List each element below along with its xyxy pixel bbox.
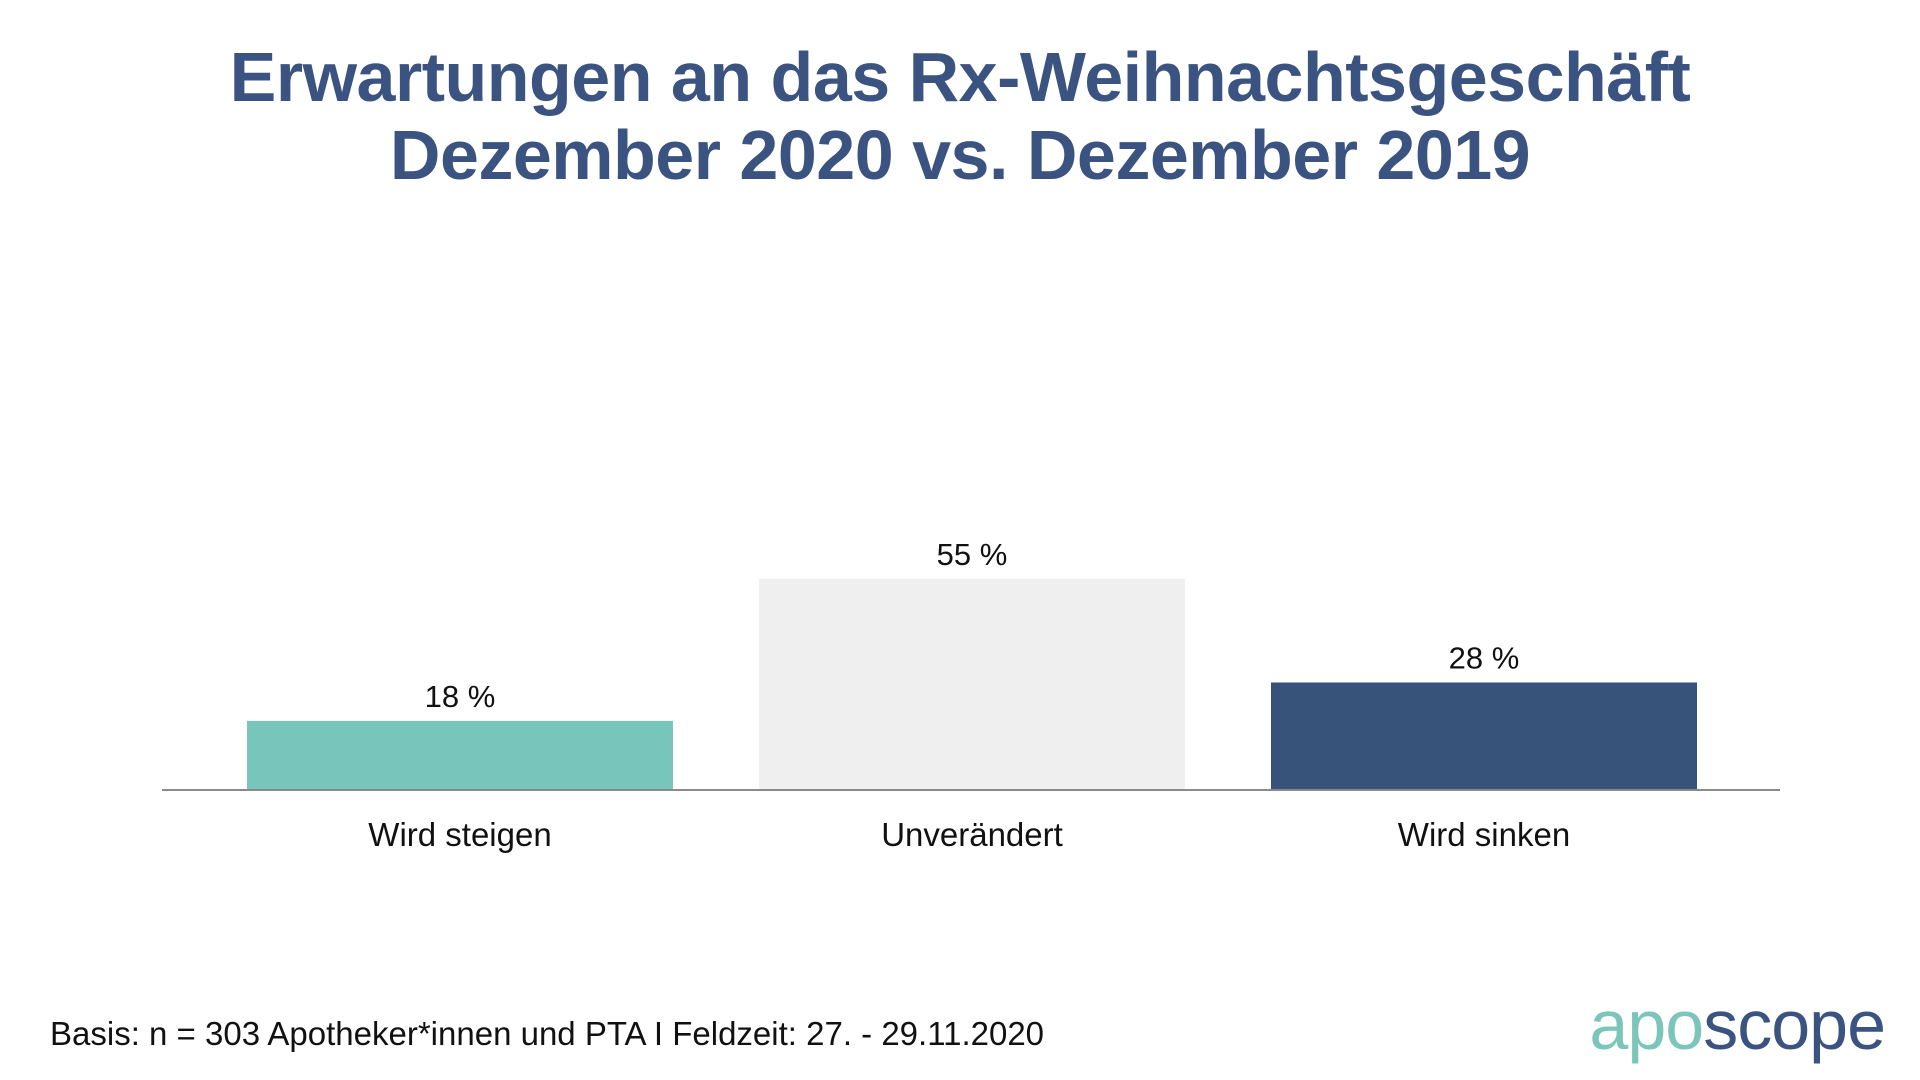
logo-part-apo: apo — [1589, 986, 1704, 1064]
category-label-1: Wird steigen — [368, 816, 551, 853]
data-label-3: 28 % — [1449, 640, 1520, 675]
logo-part-scope: scope — [1703, 986, 1886, 1064]
category-label-3: Wird sinken — [1398, 816, 1570, 853]
category-label-2: Unverändert — [881, 816, 1063, 853]
footnote: Basis: n = 303 Apotheker*innen und PTA I… — [50, 1015, 1045, 1052]
title-line-1: Erwartungen an das Rx-Weihnachtsgeschäft — [229, 38, 1691, 116]
bar-3 — [1271, 682, 1697, 790]
data-label-2: 55 % — [937, 537, 1008, 572]
bar-2 — [759, 578, 1185, 790]
data-label-1: 18 % — [425, 679, 496, 714]
aposcope-logo: aposcope — [1589, 990, 1886, 1060]
bar-1 — [247, 720, 673, 790]
title-line-2: Dezember 2020 vs. Dezember 2019 — [389, 116, 1531, 194]
chart-title: Erwartungen an das Rx-Weihnachtsgeschäft… — [0, 38, 1920, 194]
